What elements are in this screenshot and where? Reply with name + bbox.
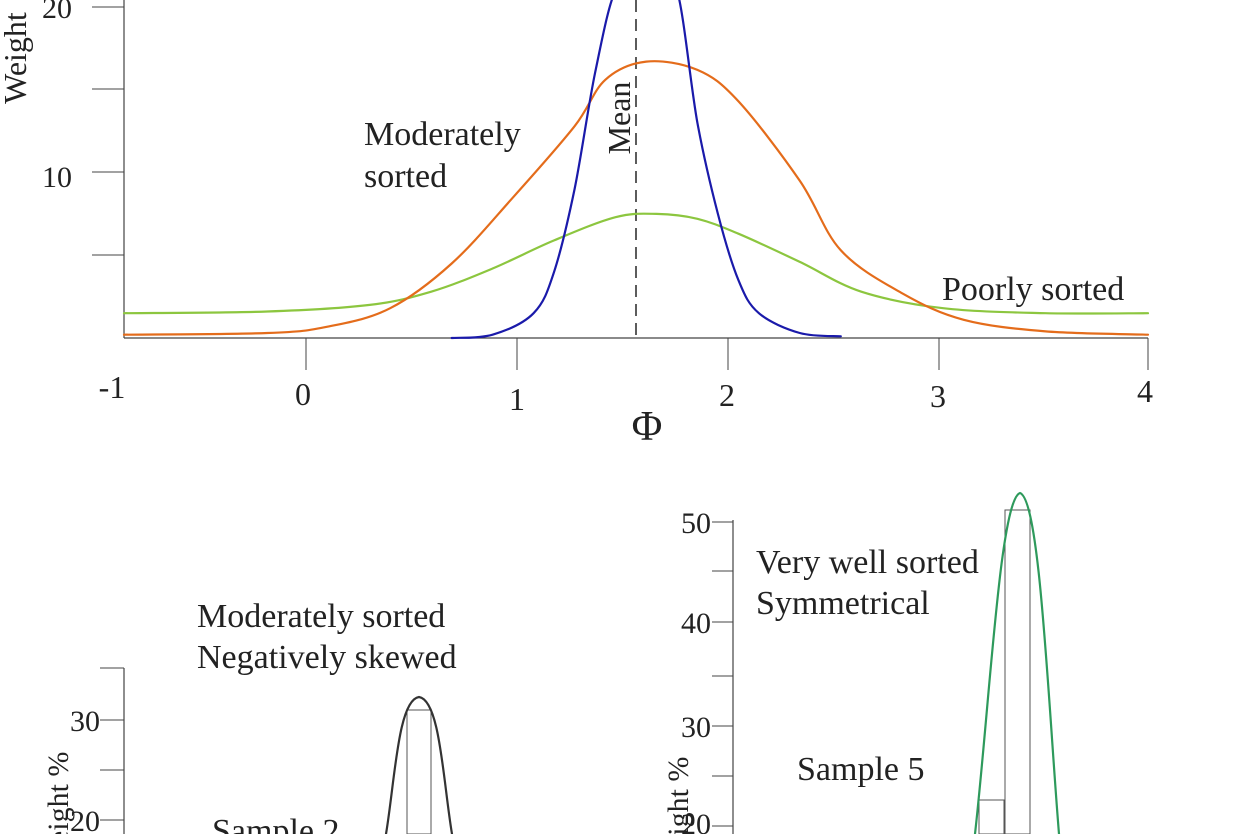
- top-x-tick-label: 2: [719, 377, 735, 413]
- sample-2-distribution-curve: [384, 695, 454, 834]
- top-x-tick-label: -1: [99, 369, 126, 405]
- sample-5-distribution-curve: [973, 491, 1061, 834]
- sample-2-y-tick-label: 20: [70, 805, 100, 834]
- sample-5-bar: [1004, 509, 1031, 834]
- top-x-tick-label: 4: [1137, 373, 1153, 409]
- sample-5-label: Sample 5: [797, 751, 924, 788]
- sample-2-bar: [406, 709, 432, 834]
- top-x-tick-label: 3: [930, 378, 946, 414]
- sample-5-annotation: Very well sorted: [756, 544, 979, 581]
- sample-5-y-tick-label: 20: [681, 808, 711, 834]
- mean-label: Mean: [601, 82, 637, 155]
- sample-5-chart: Very well sorted Symmetrical 50 40 30 20…: [662, 491, 1061, 834]
- sorting-curves: [122, 0, 1150, 340]
- sample-2-chart: Moderately sorted Negatively skewed 30 2…: [42, 598, 457, 834]
- sorting-chart: 20 10 Weight -1 0 1 2 3 4 Φ Mean Moderat…: [0, 0, 1153, 450]
- sample-5-y-tick-label: 30: [681, 711, 711, 744]
- sample-2-annotation: Moderately sorted: [197, 598, 445, 635]
- moderately-sorted-curve: [122, 60, 1150, 336]
- sample-2-y-axis-label: Weight %: [42, 752, 75, 834]
- sample-2-annotation: Negatively skewed: [197, 639, 457, 676]
- top-x-axis-label: Φ: [632, 404, 663, 450]
- moderately-sorted-label: Moderately: [364, 116, 521, 153]
- top-x-tick-label: 0: [295, 376, 311, 412]
- sample-2-y-tick-label: 30: [70, 705, 100, 738]
- top-x-tick-label: 1: [509, 381, 525, 417]
- sample-5-bar: [978, 799, 1005, 834]
- sample-5-annotation: Symmetrical: [756, 585, 930, 622]
- top-y-tick-label: 20: [42, 0, 72, 25]
- top-y-axis-label: Weight: [0, 12, 33, 104]
- sample-5-y-tick-label: 40: [681, 607, 711, 640]
- sample-2-label: Sample 2: [212, 813, 339, 834]
- poorly-sorted-curve: [122, 212, 1150, 315]
- sample-5-y-tick-label: 50: [681, 507, 711, 540]
- well-sorted-curve: [450, 0, 842, 340]
- sample-5-y-axis-label: Weight %: [662, 757, 695, 834]
- moderately-sorted-label: sorted: [364, 158, 447, 195]
- top-y-tick-label: 10: [42, 161, 72, 194]
- poorly-sorted-label: Poorly sorted: [942, 271, 1124, 308]
